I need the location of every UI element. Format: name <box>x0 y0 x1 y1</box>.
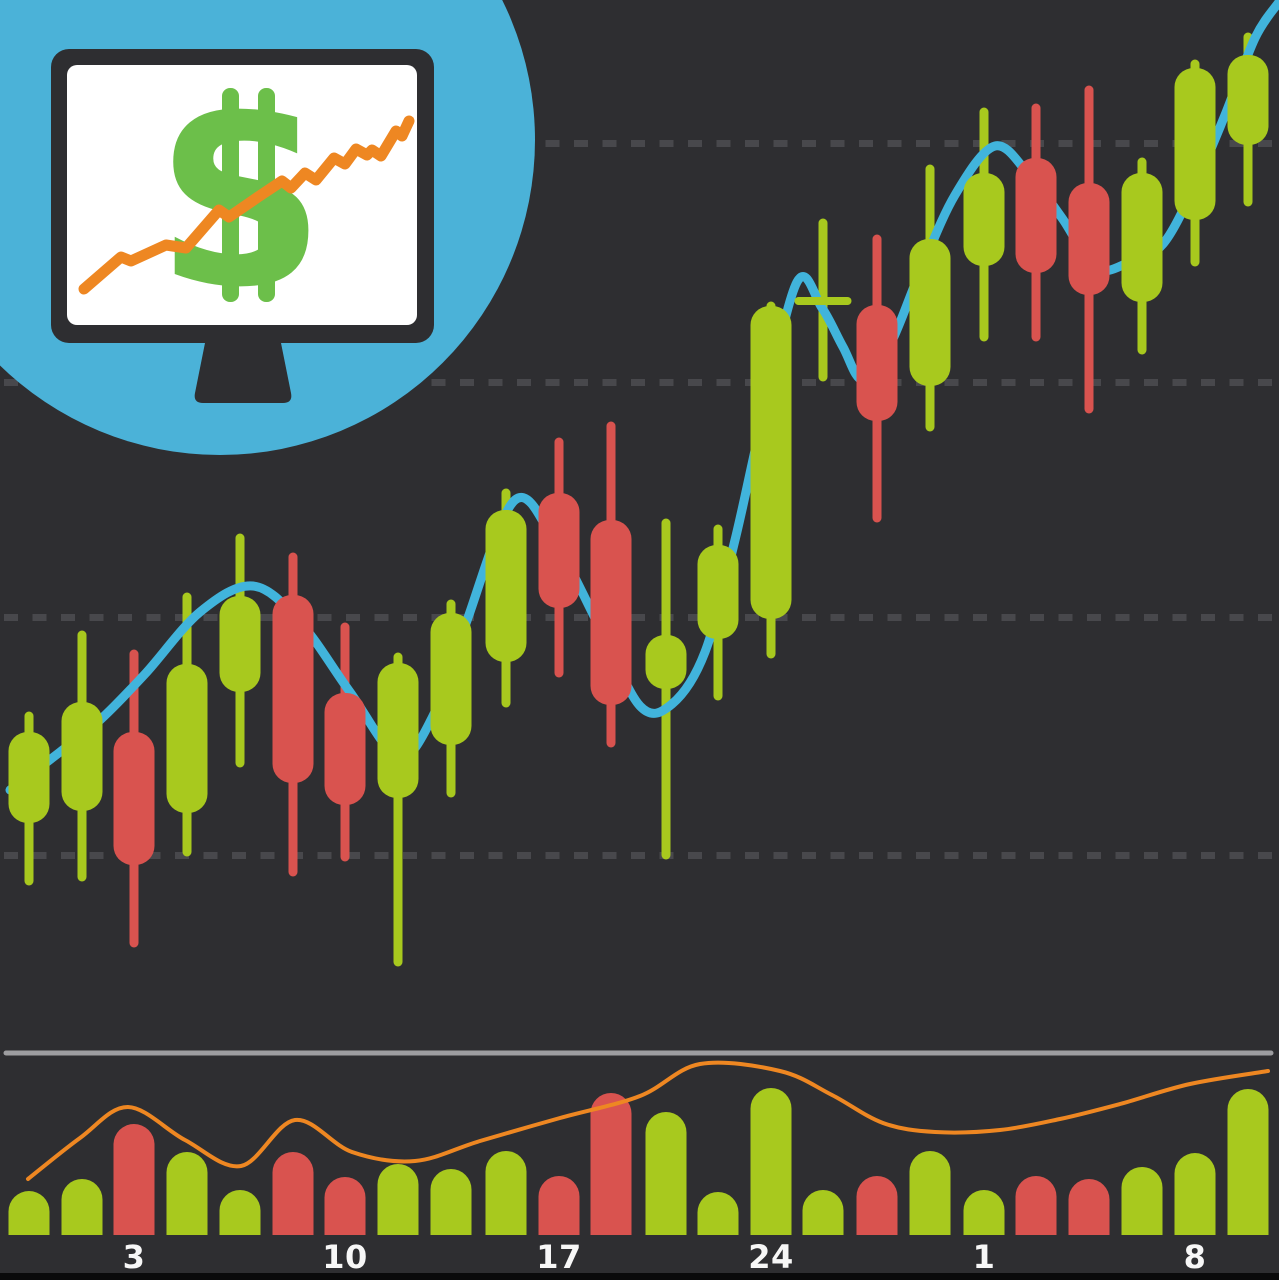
volume-bar-bullish <box>750 1088 792 1235</box>
volume-bar-bullish <box>645 1112 687 1235</box>
volume-bar-bearish <box>1015 1176 1057 1235</box>
candle-body-bullish <box>909 239 951 386</box>
volume-bar-bearish <box>1068 1178 1110 1235</box>
volume-bar-bullish <box>485 1151 527 1235</box>
volume-bar-bullish <box>430 1169 472 1235</box>
dollar-bar-left <box>222 88 239 302</box>
candle-body-bearish <box>856 305 898 421</box>
candle-body-bullish <box>1174 68 1216 220</box>
candle-body-bullish <box>1227 55 1269 145</box>
candle-bodies <box>8 55 1269 865</box>
volume-bar-bearish <box>538 1176 580 1235</box>
bottom-edge-strip <box>0 1273 1279 1280</box>
volume-trend-line <box>26 1060 1270 1181</box>
candle-body-bearish <box>1015 158 1057 273</box>
volume-bar-bullish <box>61 1178 103 1235</box>
candle-body-bullish <box>485 510 527 662</box>
volume-bar-bullish <box>1174 1153 1216 1235</box>
volume-bar-bullish <box>166 1151 208 1235</box>
candle-body-bearish <box>590 520 632 705</box>
candle-body-bearish <box>538 493 580 608</box>
volume-bar-bullish <box>963 1190 1005 1235</box>
candle-body-bullish <box>750 306 792 619</box>
candle-body-bullish <box>1121 173 1163 302</box>
monitor-badge: S <box>0 0 535 455</box>
candle-body-bullish <box>963 173 1005 266</box>
volume-bar-bearish <box>113 1124 155 1235</box>
volume-bar-bullish <box>802 1190 844 1235</box>
volume-bar-bullish <box>697 1192 739 1235</box>
volume-bar-bearish <box>324 1176 366 1235</box>
volume-bar-bearish <box>856 1176 898 1235</box>
volume-bar-bullish <box>8 1191 50 1235</box>
monitor-stand <box>194 343 292 403</box>
volume-bar-bullish <box>1227 1089 1269 1235</box>
doji-cross-bar <box>794 297 852 305</box>
candle-body-bullish <box>166 664 208 813</box>
candle-body-bullish <box>645 635 687 689</box>
monitor-screen <box>67 65 417 325</box>
volume-bar-bearish <box>590 1092 632 1235</box>
volume-bar-bullish <box>219 1190 261 1235</box>
volume-bar-bullish <box>1121 1167 1163 1235</box>
candle-body-bullish <box>697 545 739 639</box>
volume-bars <box>8 1088 1269 1235</box>
candle-body-bullish <box>8 732 50 823</box>
candle-body-bullish <box>430 613 472 745</box>
uptrend-line-icon <box>78 115 415 295</box>
candle-body-bearish <box>324 693 366 805</box>
candle-body-bearish <box>1068 183 1110 295</box>
candle-body-bearish <box>113 732 155 865</box>
candle-body-bullish <box>377 663 419 798</box>
candle-body-bullish <box>61 702 103 811</box>
volume-bar-bullish <box>377 1164 419 1235</box>
volume-bar-bearish <box>272 1151 314 1235</box>
candle-body-bullish <box>219 596 261 692</box>
volume-bar-bullish <box>909 1151 951 1235</box>
candle-body-bearish <box>272 595 314 783</box>
